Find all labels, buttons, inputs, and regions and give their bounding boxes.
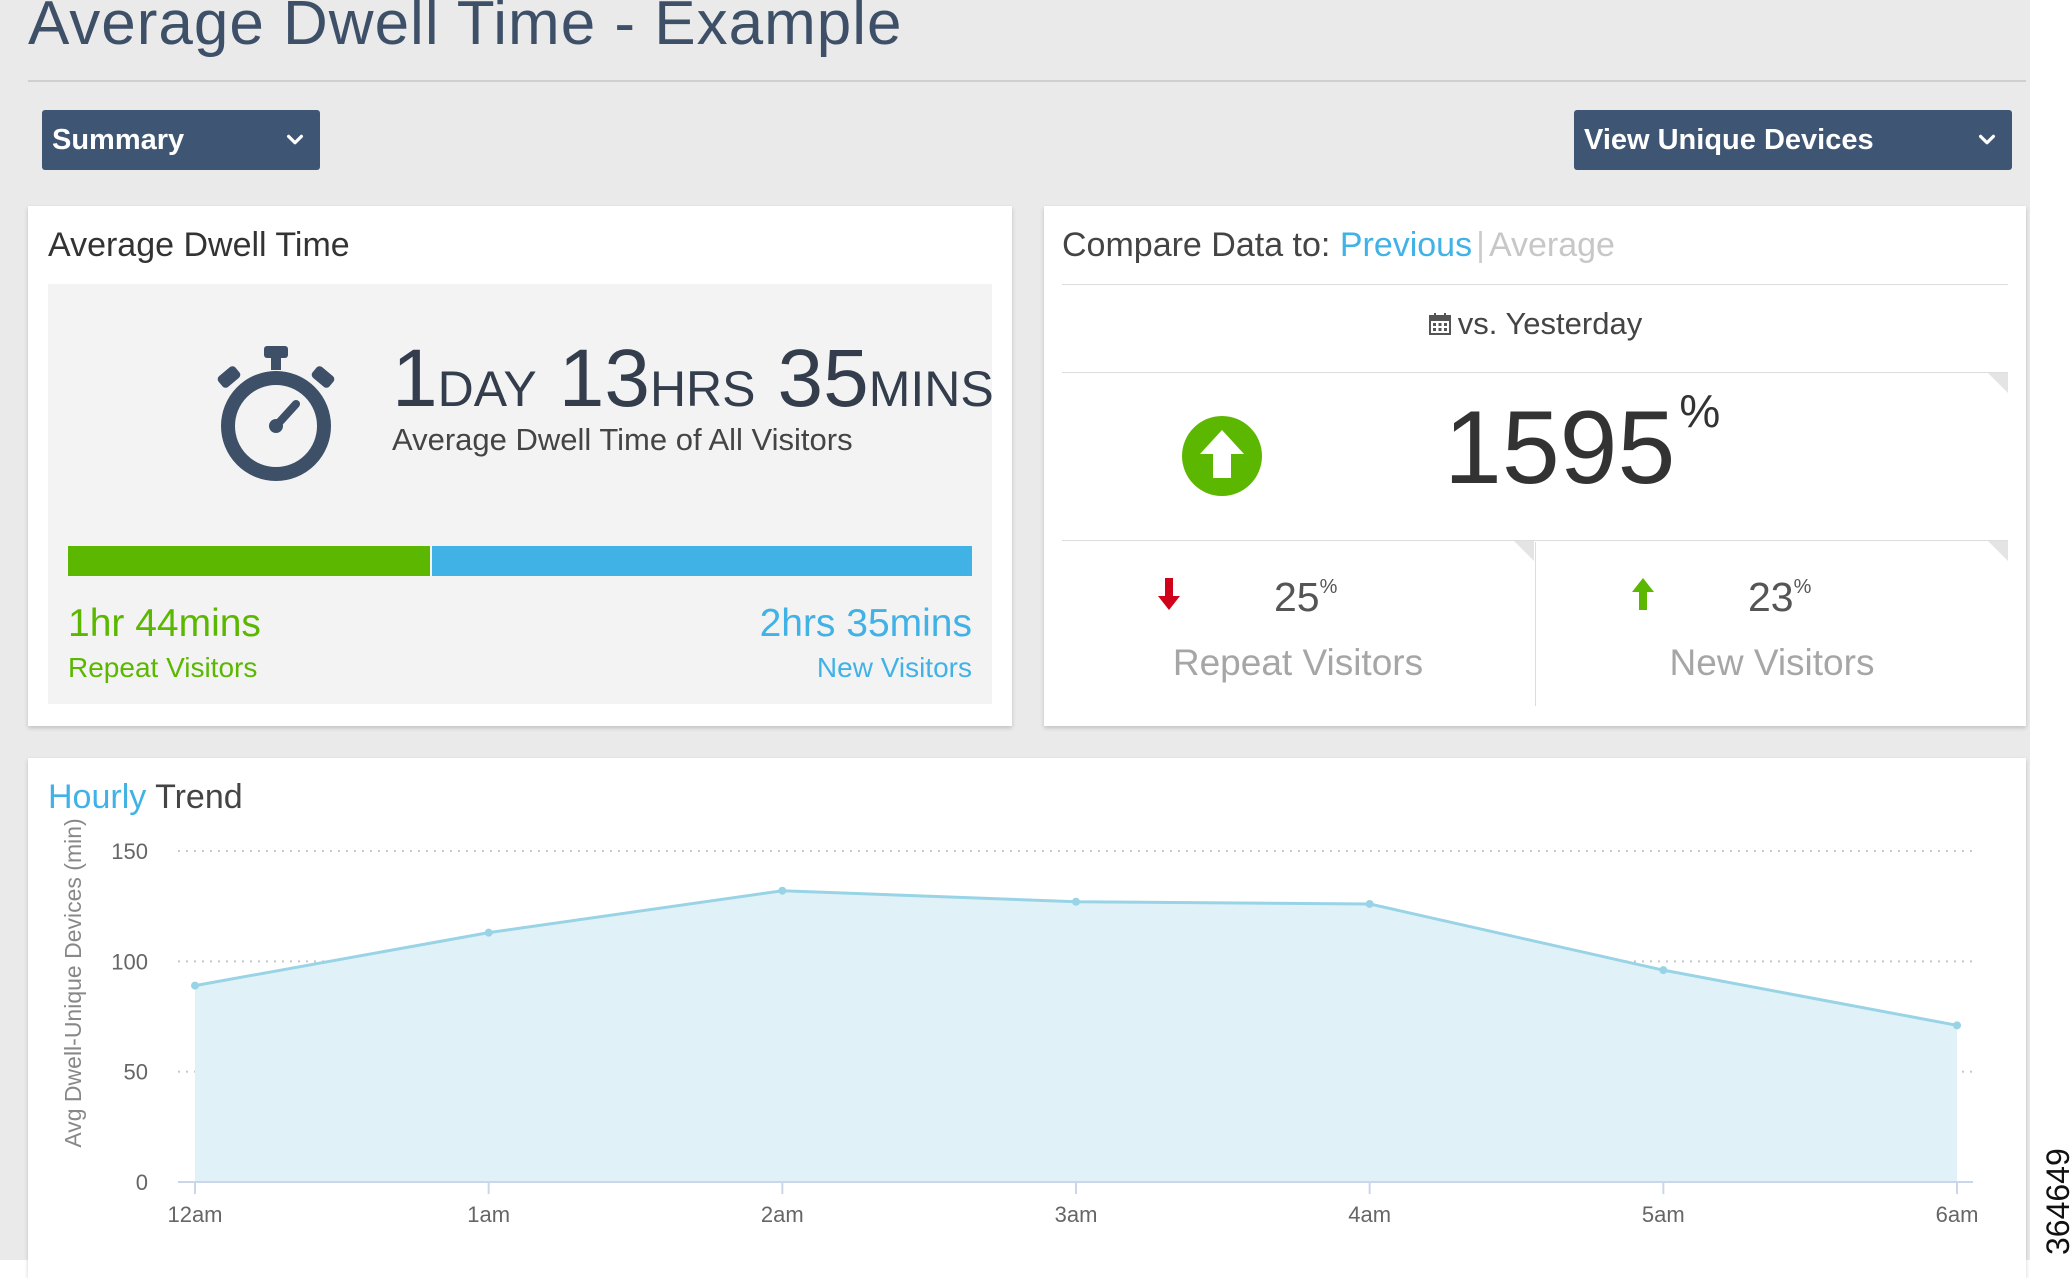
page-title: Average Dwell Time - Example [28, 0, 903, 58]
x-tick-label: 4am [1348, 1202, 1391, 1227]
corner-marker [1988, 373, 2008, 393]
dwell-time-value: 1DAY 13HRS 35MINS [392, 332, 994, 426]
comparison-period-label: vs. Yesterday [1457, 306, 1643, 341]
chart-title-highlight: Hourly [48, 778, 147, 816]
new-visitors-change: 23% New Visitors [1536, 542, 2008, 706]
repeat-change-number: 25 [1274, 574, 1320, 620]
y-tick-label: 0 [136, 1170, 148, 1195]
overall-change: 1595% [1444, 384, 1720, 508]
change-divider [1062, 540, 2008, 541]
x-tick-label: 6am [1936, 1202, 1979, 1227]
arrow-up-icon [1632, 578, 1654, 610]
panel-title: Average Dwell Time [48, 226, 350, 264]
compare-label: Compare Data to: [1062, 226, 1331, 264]
visitor-split-bar [68, 546, 972, 576]
data-point [1365, 899, 1374, 908]
chart-title: Hourly Trend [48, 778, 243, 817]
x-tick-label: 3am [1055, 1202, 1098, 1227]
data-point [191, 981, 199, 990]
x-tick-label: 2am [761, 1202, 804, 1227]
arrow-down-icon [1158, 578, 1180, 610]
series-area-fill [195, 890, 1957, 1182]
summary-dropdown-label: Summary [52, 123, 185, 156]
view-dropdown-label: View Unique Devices [1584, 123, 1874, 156]
new-change-value: 23% [1748, 574, 1811, 621]
mins-unit: MINS [868, 361, 994, 417]
days-unit: DAY [437, 361, 537, 417]
repeat-change-unit: % [1319, 576, 1338, 598]
repeat-visitors-segment [68, 546, 430, 576]
data-point [1072, 897, 1080, 906]
dwell-summary-box: 1DAY 13HRS 35MINS Average Dwell Time of Al… [48, 284, 994, 704]
compare-previous-option[interactable]: Previous [1339, 226, 1473, 264]
average-dwell-time-panel: Average Dwell Time 1DAY 13HRS 35MINS Avera… [28, 206, 1012, 726]
new-visitors-value: 2hrs 35mins [759, 602, 972, 645]
compare-header: Compare Data to: Previous | Average [1062, 226, 1615, 265]
figure-id: 364649 [2040, 1148, 2071, 1255]
calendar-icon [1428, 313, 1451, 335]
compare-divider [1062, 284, 2008, 285]
data-point [778, 886, 787, 895]
new-change-unit: % [1793, 576, 1812, 598]
compare-average-option[interactable]: Average [1488, 226, 1615, 264]
new-change-label: New Visitors [1669, 642, 1875, 683]
x-tick-label: 12am [167, 1202, 222, 1227]
dwell-subtitle: Average Dwell Time of All Visitors [392, 422, 853, 457]
hourly-trend-panel: 0 50 100 150 12am 1am 2am 3am 4am 5am 6am Avg Dwel… [28, 758, 2026, 1278]
y-tick-label: 100 [111, 949, 148, 974]
hours-unit: HRS [649, 361, 756, 417]
repeat-visitors-label: Repeat Visitors [68, 652, 258, 683]
compare-separator: | [1476, 226, 1485, 264]
chart-axes: 0 50 100 150 12am 1am 2am 3am 4am 5am 6am [111, 839, 1978, 1227]
x-tick-label: 1am [467, 1202, 510, 1227]
corner-marker [1514, 541, 1534, 561]
arrow-up-circle-icon [1182, 416, 1262, 496]
new-visitors-label: New Visitors [816, 652, 972, 683]
overall-change-value: 1595 [1444, 390, 1676, 506]
period-divider [1062, 372, 2008, 373]
repeat-visitors-change: 25% Repeat Visitors [1062, 542, 1534, 706]
y-tick-label: 150 [111, 839, 148, 864]
chevron-down-icon [286, 134, 304, 145]
corner-marker [1988, 541, 2008, 561]
hours-number: 13 [558, 333, 650, 424]
mins-number: 35 [777, 333, 869, 424]
chevron-down-icon [1978, 134, 1996, 145]
chart-title-rest: Trend [155, 778, 243, 816]
compare-data-panel: Compare Data to: Previous | Average vs. Ye… [1044, 206, 2026, 726]
cell-divider [1535, 542, 1536, 706]
chart-area-series [191, 886, 1961, 1182]
repeat-change-label: Repeat Visitors [1172, 642, 1424, 683]
stopwatch-icon [217, 346, 335, 481]
summary-dropdown[interactable]: Summary [42, 110, 320, 170]
data-point [484, 928, 493, 937]
view-unique-devices-dropdown[interactable]: View Unique Devices [1574, 110, 2012, 170]
new-change-number: 23 [1748, 574, 1794, 620]
x-tick-label: 5am [1642, 1202, 1685, 1227]
y-tick-label: 50 [124, 1060, 148, 1085]
days-number: 1 [392, 333, 438, 424]
data-point [1659, 966, 1668, 975]
hourly-trend-chart: 0 50 100 150 12am 1am 2am 3am 4am 5am 6am Avg Dwel… [60, 818, 1978, 1227]
overall-change-unit: % [1679, 385, 1721, 437]
title-divider [28, 80, 2026, 82]
comparison-period: vs. Yesterday [1062, 306, 2008, 342]
new-visitors-segment [429, 546, 972, 576]
repeat-visitors-value: 1hr 44mins [68, 602, 261, 645]
y-axis-label: Avg Dwell-Unique Devices (min) [60, 818, 86, 1147]
data-point [1953, 1021, 1961, 1030]
repeat-change-value: 25% [1274, 574, 1337, 621]
